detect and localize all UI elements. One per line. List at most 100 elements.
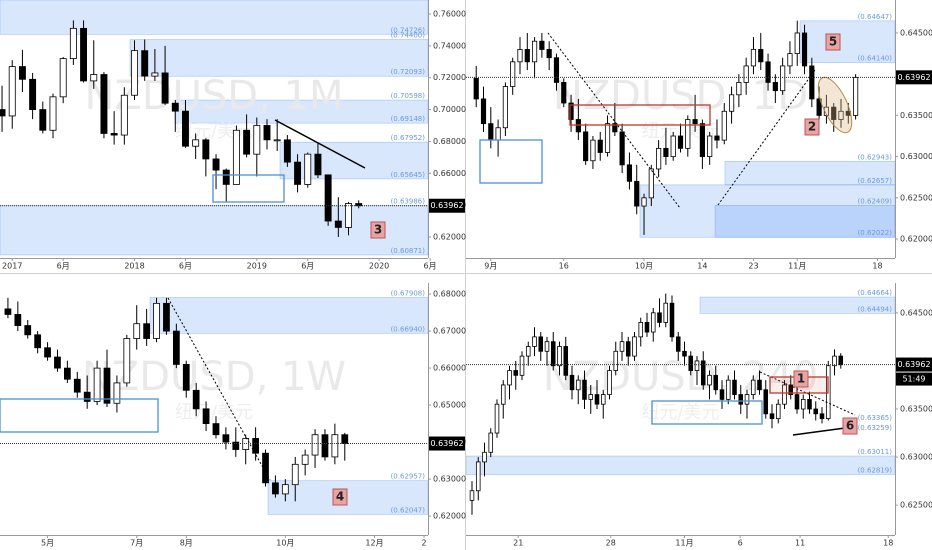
candle-body — [294, 161, 302, 185]
candle-body — [232, 441, 240, 450]
candle-body — [625, 341, 631, 357]
candle-body — [809, 65, 815, 100]
candle-body — [341, 434, 349, 444]
candle-body — [510, 61, 516, 87]
annotation-label: 1 — [797, 372, 805, 386]
candle-body — [494, 403, 500, 434]
candle-body — [670, 135, 676, 158]
y-tick-label: 0.74000 — [433, 41, 466, 50]
level-label: (0.62047) — [391, 506, 426, 514]
candle-body — [103, 367, 111, 404]
y-tick-label: 0.68000 — [433, 290, 466, 299]
box — [212, 174, 285, 203]
candle-body — [641, 197, 647, 207]
y-tick-label: 0.68000 — [433, 137, 466, 146]
y-tick-label: 0.67000 — [433, 327, 466, 336]
candle-body — [816, 98, 822, 116]
level-label: (0.72093) — [391, 68, 426, 76]
candle-body — [232, 129, 240, 185]
candle-body — [626, 164, 633, 182]
candle-body — [222, 169, 230, 185]
candle-body — [607, 370, 612, 395]
candle-body — [597, 139, 603, 153]
zone — [149, 297, 429, 334]
candle-body — [502, 86, 508, 129]
y-tick-label: 0.62000 — [900, 235, 932, 244]
x-tick-label: 6月 — [423, 262, 436, 271]
candle-body — [743, 65, 749, 83]
candle-body — [800, 398, 806, 410]
x-tick-label: 18 — [883, 539, 893, 548]
level-label: (0.62022) — [858, 229, 893, 237]
annotation-box — [825, 33, 841, 51]
candle-body — [794, 394, 800, 410]
candle-body — [807, 398, 812, 410]
level-label: (0.63011) — [858, 448, 893, 456]
y-tick-label: 0.64500 — [900, 308, 932, 317]
candle-body — [182, 110, 189, 147]
candle-body — [732, 379, 737, 395]
candle-body — [281, 484, 289, 495]
candle-body — [669, 302, 675, 338]
y-tick-label: 0.63500 — [900, 111, 932, 120]
level-label: (0.64494) — [858, 305, 893, 313]
candle-body — [272, 482, 279, 495]
y-tick-label: 0.63500 — [900, 405, 932, 414]
candle-body — [782, 384, 787, 405]
candle-body — [838, 110, 844, 120]
x-tick-label: 21 — [513, 539, 523, 548]
candle-body — [110, 133, 118, 136]
candle-body — [14, 314, 22, 326]
candle-body — [473, 77, 479, 100]
candle-body — [519, 355, 525, 376]
level-label: (0.70598) — [391, 92, 426, 100]
x-tick-label: 6月 — [179, 262, 192, 271]
candle-body — [291, 463, 299, 486]
candle-body — [694, 360, 700, 371]
y-tick-label: 0.62500 — [900, 193, 932, 202]
candle-body — [575, 119, 581, 133]
level-label: (0.64140) — [858, 55, 893, 63]
candle-body — [54, 356, 61, 369]
candle-body — [531, 40, 538, 63]
candle-body — [18, 66, 26, 80]
x-tick-label: 12月 — [365, 539, 383, 548]
candle-body — [49, 96, 57, 131]
candle-body — [143, 323, 151, 339]
zone — [0, 205, 429, 256]
candle-body — [93, 367, 101, 402]
candle-body — [699, 123, 705, 158]
candle-body — [801, 32, 808, 67]
zone — [129, 39, 429, 77]
candle-body — [575, 379, 581, 391]
level-label: (0.74726) — [391, 26, 426, 34]
candle-body — [314, 153, 322, 176]
candle-body — [131, 50, 138, 96]
candle-body — [736, 82, 742, 96]
candle-body — [765, 61, 771, 83]
candle-body — [613, 350, 619, 371]
candle-body — [583, 131, 589, 162]
annotation-box — [332, 488, 348, 506]
candle-body — [495, 127, 501, 141]
candle-body — [619, 341, 625, 352]
x-tick-label: 2017 — [2, 262, 22, 271]
candle-body — [273, 139, 281, 142]
level-label: (0.62409) — [858, 197, 893, 205]
candle-body — [728, 94, 735, 112]
candle-body — [832, 355, 837, 367]
candle-body — [553, 57, 560, 83]
x-tick-label: 8月 — [180, 539, 193, 548]
x-tick-label: 14 — [697, 262, 707, 271]
candle-body — [582, 379, 587, 400]
watermark-subtitle: 纽元/美元 — [175, 402, 253, 423]
candle-body — [838, 355, 844, 366]
candle-body — [590, 139, 596, 162]
price-tag — [429, 198, 465, 213]
candle-body — [252, 438, 259, 454]
x-tick-label: 5月 — [41, 539, 54, 548]
candle-body — [0, 109, 6, 117]
candle-body — [750, 379, 756, 395]
candle-body — [69, 27, 77, 60]
candle-body — [80, 27, 88, 82]
